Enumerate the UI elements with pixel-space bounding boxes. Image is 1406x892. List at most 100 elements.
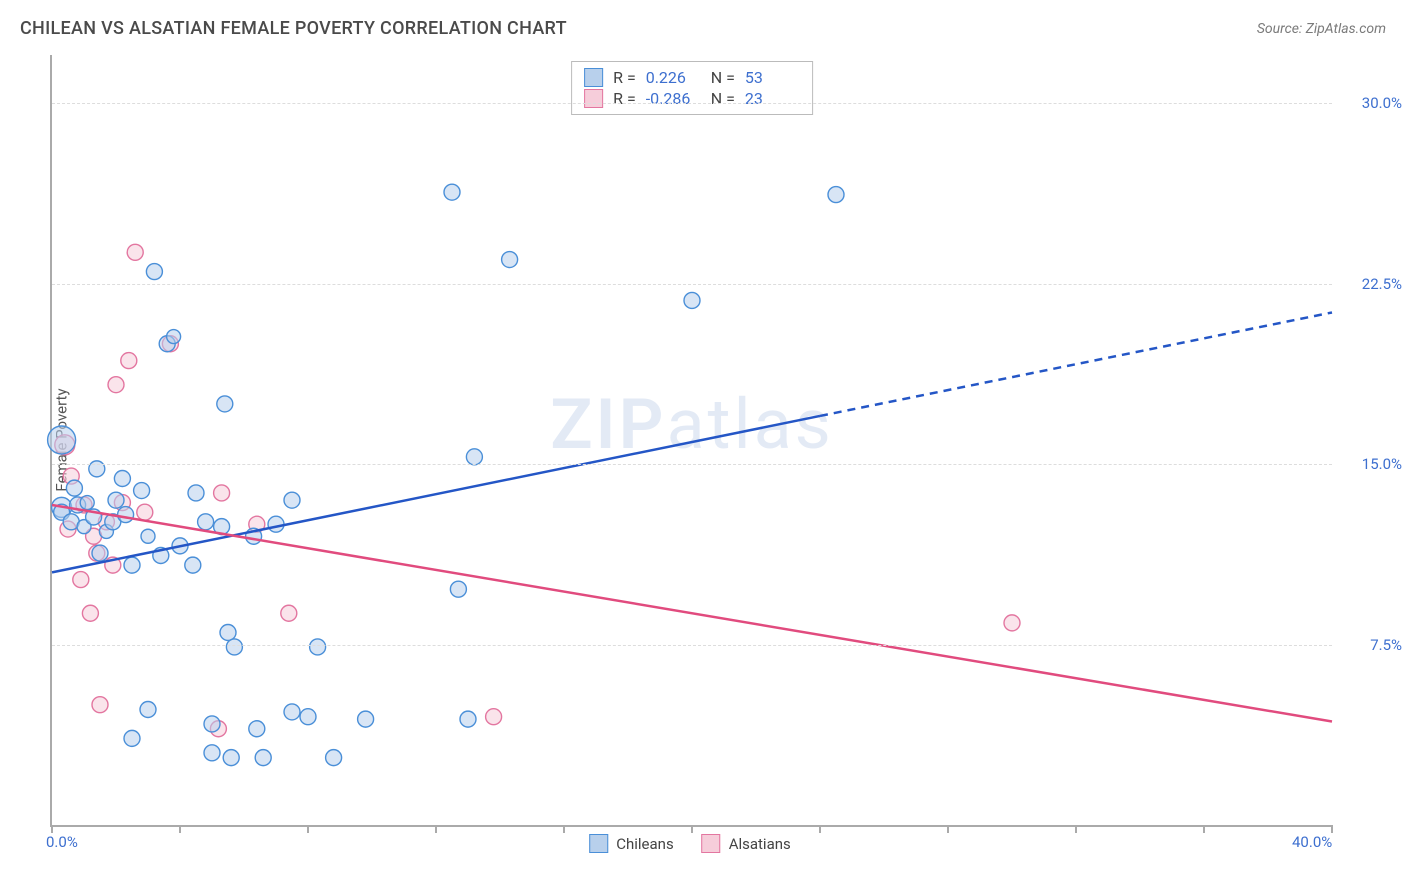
data-point xyxy=(80,496,94,510)
data-point xyxy=(141,529,155,543)
data-point xyxy=(300,709,316,725)
data-point xyxy=(326,750,342,766)
stats-row: R = 0.226 N = 53 xyxy=(584,67,800,88)
data-point xyxy=(220,625,236,641)
y-tick-label: 15.0% xyxy=(1342,455,1402,473)
data-point xyxy=(249,721,265,737)
data-point xyxy=(134,483,150,499)
data-point xyxy=(268,516,284,532)
legend-swatch xyxy=(584,68,603,87)
chart-header: CHILEAN VS ALSATIAN FEMALE POVERTY CORRE… xyxy=(20,18,1386,39)
x-tick xyxy=(947,825,949,833)
data-point xyxy=(204,716,220,732)
n-value: 53 xyxy=(745,68,800,87)
data-point xyxy=(284,492,300,508)
x-tick-label: 40.0% xyxy=(1292,833,1332,851)
y-tick-label: 30.0% xyxy=(1342,94,1402,112)
x-tick xyxy=(1075,825,1077,833)
r-label: R = xyxy=(613,68,636,87)
n-label: N = xyxy=(711,89,735,108)
data-point xyxy=(108,492,124,508)
data-point xyxy=(121,353,137,369)
data-point xyxy=(486,709,502,725)
data-point xyxy=(444,184,460,200)
data-point xyxy=(358,711,374,727)
y-tick-label: 22.5% xyxy=(1342,275,1402,293)
data-point xyxy=(137,504,153,520)
data-point xyxy=(118,507,134,523)
data-point xyxy=(124,730,140,746)
gridline xyxy=(52,103,1332,104)
x-tick-label: 0.0% xyxy=(46,833,78,851)
data-point xyxy=(92,697,108,713)
trend-line xyxy=(820,312,1332,415)
series-legend: Chileans Alsatians xyxy=(589,834,791,853)
legend-swatch xyxy=(702,834,721,853)
source-attribution: Source: ZipAtlas.com xyxy=(1257,21,1386,37)
legend-label: Alsatians xyxy=(729,835,791,853)
x-tick xyxy=(179,825,181,833)
data-point xyxy=(460,711,476,727)
chart-title: CHILEAN VS ALSATIAN FEMALE POVERTY CORRE… xyxy=(20,18,567,39)
r-value: -0.286 xyxy=(646,89,701,108)
legend-swatch xyxy=(589,834,608,853)
data-point xyxy=(828,187,844,203)
x-tick xyxy=(691,825,693,833)
data-point xyxy=(450,581,466,597)
data-point xyxy=(66,480,82,496)
n-label: N = xyxy=(711,68,735,87)
x-tick xyxy=(1331,825,1333,833)
data-point xyxy=(124,557,140,573)
data-point xyxy=(140,702,156,718)
correlation-stats-box: R = 0.226 N = 53 R = -0.286 N = 23 xyxy=(571,61,813,115)
gridline xyxy=(52,284,1332,285)
data-point xyxy=(226,639,242,655)
r-value: 0.226 xyxy=(646,68,701,87)
plot-area: ZIPatlas R =0.226N =53R =-0.286N =23 7.5… xyxy=(50,55,1332,827)
chart-container: Female Poverty ZIPatlas R =0.226N =53R =… xyxy=(50,55,1330,825)
x-tick xyxy=(307,825,309,833)
n-value: 23 xyxy=(745,89,800,108)
chart-svg xyxy=(52,55,1332,825)
data-point xyxy=(127,244,143,260)
trend-line xyxy=(52,416,820,572)
data-point xyxy=(310,639,326,655)
x-tick xyxy=(1203,825,1205,833)
data-point xyxy=(108,377,124,393)
data-point xyxy=(684,292,700,308)
x-tick xyxy=(563,825,565,833)
data-point xyxy=(204,745,220,761)
data-point xyxy=(255,750,271,766)
data-point xyxy=(284,704,300,720)
data-point xyxy=(198,514,214,530)
gridline xyxy=(52,464,1332,465)
data-point xyxy=(223,750,239,766)
r-label: R = xyxy=(613,89,636,108)
data-point xyxy=(466,449,482,465)
gridline xyxy=(52,645,1332,646)
data-point xyxy=(185,557,201,573)
data-point xyxy=(217,396,233,412)
data-point xyxy=(82,605,98,621)
x-tick xyxy=(51,825,53,833)
data-point xyxy=(167,330,181,344)
x-tick xyxy=(435,825,437,833)
legend-item: Chileans xyxy=(589,834,673,853)
data-point xyxy=(48,426,76,454)
data-point xyxy=(73,572,89,588)
trend-line xyxy=(52,505,1332,722)
data-point xyxy=(281,605,297,621)
stats-row: R = -0.286 N = 23 xyxy=(584,88,800,109)
data-point xyxy=(114,471,130,487)
legend-swatch xyxy=(584,89,603,108)
y-tick-label: 7.5% xyxy=(1342,636,1402,654)
data-point xyxy=(214,485,230,501)
legend-label: Chileans xyxy=(616,835,673,853)
data-point xyxy=(188,485,204,501)
data-point xyxy=(146,264,162,280)
legend-item: Alsatians xyxy=(702,834,791,853)
data-point xyxy=(92,545,108,561)
data-point xyxy=(1004,615,1020,631)
x-tick xyxy=(819,825,821,833)
data-point xyxy=(502,252,518,268)
